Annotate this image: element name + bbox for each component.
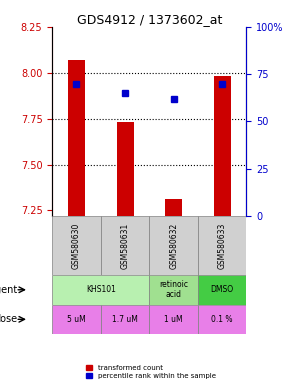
Text: retinoic
acid: retinoic acid (159, 280, 188, 300)
FancyBboxPatch shape (198, 275, 246, 305)
Text: 1.7 uM: 1.7 uM (112, 315, 138, 324)
FancyBboxPatch shape (101, 216, 149, 275)
FancyBboxPatch shape (52, 305, 101, 334)
FancyBboxPatch shape (52, 216, 101, 275)
Bar (165, 199, 182, 216)
FancyBboxPatch shape (52, 275, 149, 305)
FancyBboxPatch shape (198, 305, 246, 334)
FancyBboxPatch shape (198, 216, 246, 275)
Text: 1 uM: 1 uM (164, 315, 183, 324)
Text: GSM580632: GSM580632 (169, 222, 178, 268)
FancyBboxPatch shape (149, 275, 198, 305)
Bar (117, 122, 134, 216)
Bar (68, 60, 85, 216)
Text: agent: agent (0, 285, 17, 295)
Text: 5 uM: 5 uM (67, 315, 86, 324)
Title: GDS4912 / 1373602_at: GDS4912 / 1373602_at (77, 13, 222, 26)
Text: GSM580630: GSM580630 (72, 222, 81, 269)
Text: dose: dose (0, 314, 17, 324)
Bar (214, 76, 231, 216)
Text: GSM580633: GSM580633 (218, 222, 227, 269)
Legend: transformed count, percentile rank within the sample: transformed count, percentile rank withi… (84, 364, 218, 381)
Text: GSM580631: GSM580631 (121, 222, 130, 268)
Text: DMSO: DMSO (211, 285, 234, 294)
Text: KHS101: KHS101 (86, 285, 116, 294)
FancyBboxPatch shape (101, 305, 149, 334)
FancyBboxPatch shape (149, 216, 198, 275)
Text: 0.1 %: 0.1 % (211, 315, 233, 324)
FancyBboxPatch shape (149, 305, 198, 334)
